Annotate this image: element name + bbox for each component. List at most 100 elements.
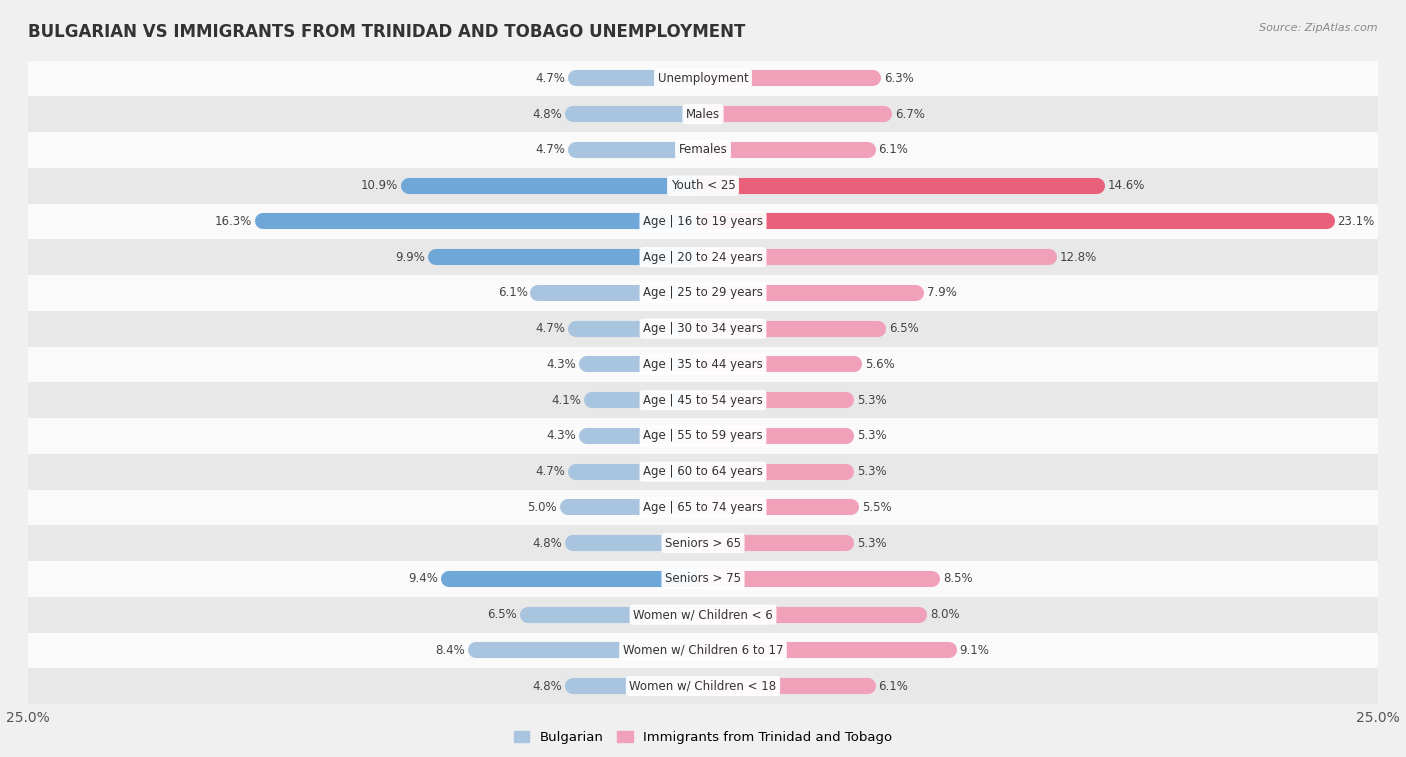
Bar bbox=[576, 321, 703, 337]
Bar bbox=[28, 239, 1378, 275]
Text: 5.0%: 5.0% bbox=[527, 501, 557, 514]
Text: 4.7%: 4.7% bbox=[536, 72, 565, 85]
Bar bbox=[576, 70, 703, 86]
Text: Age | 65 to 74 years: Age | 65 to 74 years bbox=[643, 501, 763, 514]
Text: 12.8%: 12.8% bbox=[1059, 251, 1097, 263]
Bar bbox=[477, 643, 703, 659]
Text: 5.3%: 5.3% bbox=[856, 465, 887, 478]
Bar bbox=[703, 428, 846, 444]
Text: 4.3%: 4.3% bbox=[547, 429, 576, 442]
Text: Age | 16 to 19 years: Age | 16 to 19 years bbox=[643, 215, 763, 228]
Bar bbox=[28, 633, 1378, 668]
Bar bbox=[28, 168, 1378, 204]
Bar bbox=[703, 213, 1327, 229]
Text: Women w/ Children < 18: Women w/ Children < 18 bbox=[630, 680, 776, 693]
Bar bbox=[28, 96, 1378, 132]
Text: 4.3%: 4.3% bbox=[547, 358, 576, 371]
Bar bbox=[703, 463, 846, 480]
Text: BULGARIAN VS IMMIGRANTS FROM TRINIDAD AND TOBAGO UNEMPLOYMENT: BULGARIAN VS IMMIGRANTS FROM TRINIDAD AN… bbox=[28, 23, 745, 41]
Text: 8.5%: 8.5% bbox=[943, 572, 973, 585]
Bar bbox=[703, 106, 884, 122]
Bar bbox=[703, 357, 855, 372]
Bar bbox=[586, 428, 703, 444]
Bar bbox=[574, 678, 703, 694]
Text: 5.3%: 5.3% bbox=[856, 394, 887, 407]
Bar bbox=[703, 500, 852, 516]
Text: Seniors > 75: Seniors > 75 bbox=[665, 572, 741, 585]
Bar bbox=[28, 311, 1378, 347]
Text: 23.1%: 23.1% bbox=[1337, 215, 1375, 228]
Text: Age | 35 to 44 years: Age | 35 to 44 years bbox=[643, 358, 763, 371]
Text: 10.9%: 10.9% bbox=[361, 179, 398, 192]
Bar bbox=[703, 678, 868, 694]
Text: 14.6%: 14.6% bbox=[1108, 179, 1146, 192]
Bar bbox=[28, 347, 1378, 382]
Text: 5.3%: 5.3% bbox=[856, 429, 887, 442]
Legend: Bulgarian, Immigrants from Trinidad and Tobago: Bulgarian, Immigrants from Trinidad and … bbox=[508, 725, 898, 749]
Text: 9.9%: 9.9% bbox=[395, 251, 425, 263]
Text: Source: ZipAtlas.com: Source: ZipAtlas.com bbox=[1260, 23, 1378, 33]
Text: Youth < 25: Youth < 25 bbox=[671, 179, 735, 192]
Text: 4.7%: 4.7% bbox=[536, 465, 565, 478]
Bar bbox=[703, 643, 949, 659]
Text: 6.5%: 6.5% bbox=[889, 322, 920, 335]
Bar bbox=[527, 606, 703, 623]
Text: 9.4%: 9.4% bbox=[409, 572, 439, 585]
Text: 4.8%: 4.8% bbox=[533, 537, 562, 550]
Text: 5.5%: 5.5% bbox=[862, 501, 891, 514]
Text: 4.7%: 4.7% bbox=[536, 143, 565, 157]
Text: 6.5%: 6.5% bbox=[486, 608, 517, 621]
Text: Women w/ Children 6 to 17: Women w/ Children 6 to 17 bbox=[623, 644, 783, 657]
Text: 6.1%: 6.1% bbox=[498, 286, 527, 300]
Bar bbox=[703, 142, 868, 158]
Bar bbox=[574, 535, 703, 551]
Text: 8.4%: 8.4% bbox=[436, 644, 465, 657]
Bar bbox=[574, 106, 703, 122]
Bar bbox=[28, 275, 1378, 311]
Text: Seniors > 65: Seniors > 65 bbox=[665, 537, 741, 550]
Bar bbox=[263, 213, 703, 229]
Text: Age | 45 to 54 years: Age | 45 to 54 years bbox=[643, 394, 763, 407]
Text: 6.7%: 6.7% bbox=[894, 107, 925, 120]
Bar bbox=[703, 606, 920, 623]
Text: 4.8%: 4.8% bbox=[533, 680, 562, 693]
Text: Age | 60 to 64 years: Age | 60 to 64 years bbox=[643, 465, 763, 478]
Bar bbox=[568, 500, 703, 516]
Text: 6.1%: 6.1% bbox=[879, 680, 908, 693]
Text: 6.1%: 6.1% bbox=[879, 143, 908, 157]
Bar bbox=[703, 285, 917, 301]
Bar bbox=[703, 178, 1097, 194]
Text: 5.6%: 5.6% bbox=[865, 358, 894, 371]
Text: Age | 55 to 59 years: Age | 55 to 59 years bbox=[643, 429, 763, 442]
Text: 6.3%: 6.3% bbox=[884, 72, 914, 85]
Text: 8.0%: 8.0% bbox=[929, 608, 959, 621]
Bar bbox=[703, 535, 846, 551]
Text: 4.7%: 4.7% bbox=[536, 322, 565, 335]
Text: Age | 25 to 29 years: Age | 25 to 29 years bbox=[643, 286, 763, 300]
Bar bbox=[28, 418, 1378, 453]
Text: 7.9%: 7.9% bbox=[927, 286, 957, 300]
Bar bbox=[436, 249, 703, 265]
Bar bbox=[28, 668, 1378, 704]
Bar bbox=[703, 321, 879, 337]
Text: 5.3%: 5.3% bbox=[856, 537, 887, 550]
Bar bbox=[28, 525, 1378, 561]
Bar bbox=[28, 132, 1378, 168]
Text: 4.8%: 4.8% bbox=[533, 107, 562, 120]
Text: Age | 30 to 34 years: Age | 30 to 34 years bbox=[643, 322, 763, 335]
Bar bbox=[592, 392, 703, 408]
Text: Unemployment: Unemployment bbox=[658, 72, 748, 85]
Bar bbox=[409, 178, 703, 194]
Text: Women w/ Children < 6: Women w/ Children < 6 bbox=[633, 608, 773, 621]
Bar bbox=[28, 597, 1378, 633]
Bar bbox=[28, 382, 1378, 418]
Text: Age | 20 to 24 years: Age | 20 to 24 years bbox=[643, 251, 763, 263]
Bar bbox=[703, 249, 1049, 265]
Bar bbox=[703, 392, 846, 408]
Bar bbox=[28, 490, 1378, 525]
Text: 16.3%: 16.3% bbox=[215, 215, 252, 228]
Bar bbox=[538, 285, 703, 301]
Bar bbox=[450, 571, 703, 587]
Bar bbox=[28, 561, 1378, 597]
Bar bbox=[28, 453, 1378, 490]
